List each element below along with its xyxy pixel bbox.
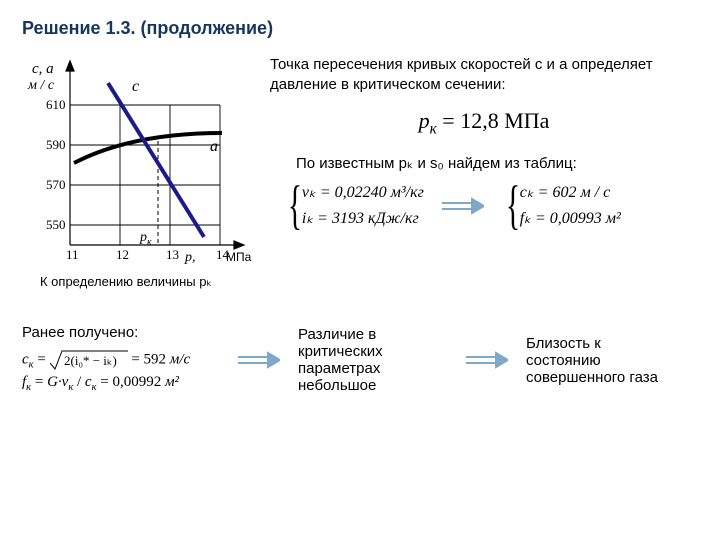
svg-text:610: 610 (46, 97, 66, 112)
close-col: Близость к состоянию совершенного газа (526, 335, 676, 386)
chart-caption: К определению величины pₖ (40, 274, 252, 290)
diff-col: Различие в критических параметрах неболь… (298, 326, 446, 394)
svg-text:МПа: МПа (226, 250, 252, 264)
svg-text:a: a (210, 138, 218, 155)
left-brace-icon: { (288, 184, 302, 227)
svg-text:p: p (139, 230, 147, 245)
text-column: Точка пересечения кривых скоростей с и а… (270, 55, 698, 290)
pk-equation: pк = 12,8 МПа (270, 106, 698, 140)
earlier-label: Ранее получено: (22, 324, 218, 341)
svg-text:12: 12 (116, 247, 129, 262)
f-earlier-eq: fк = G·νк / cк = 0,00992 м² (22, 374, 218, 393)
svg-text:к: к (147, 237, 152, 248)
bottom-row: Ранее получено: cк = 2(i₀* − iₖ) = 592 м… (22, 324, 698, 396)
equation-row: { νₖ = 0,02240 м³/кг iₖ = 3193 кДж/кг { … (282, 182, 698, 229)
intro-text: Точка пересечения кривых скоростей с и а… (270, 55, 698, 96)
c-earlier-eq: cк = 2(i₀* − iₖ) = 592 м/с (22, 349, 218, 371)
i-eq: iₖ = 3193 кДж/кг (302, 208, 424, 230)
svg-text:570: 570 (46, 177, 66, 192)
svg-text:13: 13 (166, 247, 179, 262)
svg-text:p,: p, (184, 250, 196, 265)
f-eq: fₖ = 0,00993 м² (520, 208, 621, 230)
earlier-col: Ранее получено: cк = 2(i₀* − iₖ) = 592 м… (22, 324, 218, 396)
chart-column: c, a м / с c a p к 610 590 570 550 11 12… (22, 55, 252, 290)
svg-text:c, a: c, a (32, 61, 54, 77)
left-brace-set: { νₖ = 0,02240 м³/кг iₖ = 3193 кДж/кг (282, 182, 424, 229)
right-brace-icon: { (506, 184, 520, 227)
nu-eq: νₖ = 0,02240 м³/кг (302, 182, 424, 204)
top-row: c, a м / с c a p к 610 590 570 550 11 12… (22, 55, 698, 290)
svg-text:11: 11 (66, 247, 79, 262)
svg-text:м / с: м / с (27, 78, 55, 93)
arrow-icon (440, 197, 484, 215)
arrow-icon-3 (464, 351, 508, 369)
chart-svg: c, a м / с c a p к 610 590 570 550 11 12… (22, 55, 252, 265)
arrow-icon-2 (236, 351, 280, 369)
svg-text:2(i₀* − iₖ): 2(i₀* − iₖ) (64, 353, 117, 368)
svg-text:550: 550 (46, 217, 66, 232)
svg-text:c: c (132, 78, 139, 95)
c-eq: cₖ = 602 м / с (520, 182, 621, 204)
find-line: По известным pₖ и s₀ найдем из таблиц: (296, 154, 698, 174)
right-brace-set: { cₖ = 602 м / с fₖ = 0,00993 м² (500, 182, 621, 229)
svg-text:590: 590 (46, 137, 66, 152)
page-title: Решение 1.3. (продолжение) (22, 18, 698, 39)
